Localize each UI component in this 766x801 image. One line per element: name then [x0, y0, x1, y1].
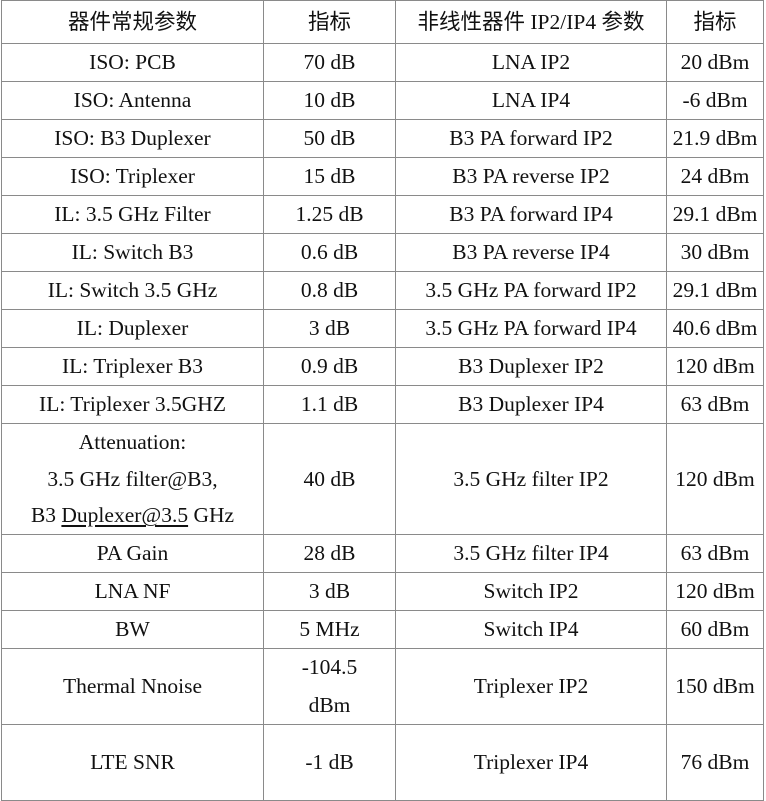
cell-nl-value: 60 dBm — [666, 610, 764, 649]
cell-value: -1 dB — [263, 724, 396, 801]
cell-param: BW — [1, 610, 264, 649]
cell-nl-value: 29.1 dBm — [666, 195, 764, 234]
cell-nl-value: 63 dBm — [666, 385, 764, 424]
cell-value: 10 dB — [263, 81, 396, 120]
table-row: ISO: B3 Duplexer 50 dB B3 PA forward IP2… — [1, 119, 764, 158]
cell-nl-value: 120 dBm — [666, 347, 764, 386]
table-row: BW 5 MHz Switch IP4 60 dBm — [1, 610, 764, 649]
cell-param: LTE SNR — [1, 724, 264, 801]
cell-value: 70 dB — [263, 43, 396, 82]
cell-nl-value: 30 dBm — [666, 233, 764, 272]
cell-param-attenuation: Attenuation: 3.5 GHz filter@B3, B3 Duple… — [1, 423, 264, 535]
cell-param: IL: Triplexer B3 — [1, 347, 264, 386]
cell-value: 0.6 dB — [263, 233, 396, 272]
cell-param: IL: Duplexer — [1, 309, 264, 348]
cell-nl-value: -6 dBm — [666, 81, 764, 120]
table-row: ISO: Triplexer 15 dB B3 PA reverse IP2 2… — [1, 157, 764, 196]
table-header: 器件常规参数 指标 非线性器件 IP2/IP4 参数 指标 — [1, 0, 764, 44]
cell-nl-param: 3.5 GHz PA forward IP4 — [395, 309, 667, 348]
cell-param: IL: Switch B3 — [1, 233, 264, 272]
cell-nl-value: 63 dBm — [666, 534, 764, 573]
table-row: ISO: PCB 70 dB LNA IP2 20 dBm — [1, 43, 764, 82]
thermal-value-line-2: dBm — [308, 692, 351, 717]
cell-param: Thermal Nnoise — [1, 648, 264, 725]
table-row: IL: Switch B3 0.6 dB B3 PA reverse IP4 3… — [1, 233, 764, 272]
table-row-attenuation: Attenuation: 3.5 GHz filter@B3, B3 Duple… — [1, 423, 764, 535]
cell-nl-param: B3 Duplexer IP2 — [395, 347, 667, 386]
table-row: IL: Triplexer 3.5GHZ 1.1 dB B3 Duplexer … — [1, 385, 764, 424]
attenuation-line-2: 3.5 GHz filter@B3, — [47, 466, 218, 491]
cell-param: ISO: Triplexer — [1, 157, 264, 196]
thermal-value-line-1: -104.5 — [301, 655, 358, 679]
cell-nl-value: 24 dBm — [666, 157, 764, 196]
cell-nl-param: B3 Duplexer IP4 — [395, 385, 667, 424]
cell-value: 1.1 dB — [263, 385, 396, 424]
cell-param: IL: Switch 3.5 GHz — [1, 271, 264, 310]
table-row: IL: Duplexer 3 dB 3.5 GHz PA forward IP4… — [1, 309, 764, 348]
table-row: ISO: Antenna 10 dB LNA IP4 -6 dBm — [1, 81, 764, 120]
cell-param: ISO: B3 Duplexer — [1, 119, 264, 158]
cell-param: ISO: PCB — [1, 43, 264, 82]
cell-nl-param: Triplexer IP2 — [395, 648, 667, 725]
cell-nl-param: B3 PA reverse IP2 — [395, 157, 667, 196]
cell-value: 0.8 dB — [263, 271, 396, 310]
cell-value-thermal: -104.5 dBm — [263, 648, 396, 725]
cell-nl-param: Switch IP4 — [395, 610, 667, 649]
header-nonlinear-params: 非线性器件 IP2/IP4 参数 — [395, 0, 667, 44]
cell-nl-param: 3.5 GHz filter IP4 — [395, 534, 667, 573]
cell-nl-param: Switch IP2 — [395, 572, 667, 611]
cell-value: 1.25 dB — [263, 195, 396, 234]
table-row: IL: 3.5 GHz Filter 1.25 dB B3 PA forward… — [1, 195, 764, 234]
cell-param: IL: Triplexer 3.5GHZ — [1, 385, 264, 424]
cell-nl-param: B3 PA forward IP4 — [395, 195, 667, 234]
table-body: ISO: PCB 70 dB LNA IP2 20 dBm ISO: Anten… — [1, 43, 764, 801]
attenuation-line-3: B3 Duplexer@3.5 GHz — [31, 503, 234, 527]
cell-value: 5 MHz — [263, 610, 396, 649]
cell-value: 3 dB — [263, 572, 396, 611]
header-device-params: 器件常规参数 — [1, 0, 264, 44]
cell-nl-value: 120 dBm — [666, 572, 764, 611]
cell-nl-value: 21.9 dBm — [666, 119, 764, 158]
cell-value: 28 dB — [263, 534, 396, 573]
cell-nl-param: B3 PA reverse IP4 — [395, 233, 667, 272]
table-row-thermal: Thermal Nnoise -104.5 dBm Triplexer IP2 … — [1, 648, 764, 725]
header-row: 器件常规参数 指标 非线性器件 IP2/IP4 参数 指标 — [1, 0, 764, 44]
cell-param: ISO: Antenna — [1, 81, 264, 120]
cell-nl-param: Triplexer IP4 — [395, 724, 667, 801]
cell-nl-param: LNA IP4 — [395, 81, 667, 120]
cell-param: IL: 3.5 GHz Filter — [1, 195, 264, 234]
table-row: PA Gain 28 dB 3.5 GHz filter IP4 63 dBm — [1, 534, 764, 573]
attenuation-line-1: Attenuation: — [78, 430, 187, 455]
table-row-last: LTE SNR -1 dB Triplexer IP4 76 dBm — [1, 724, 764, 801]
cell-nl-value: 29.1 dBm — [666, 271, 764, 310]
cell-nl-value: 76 dBm — [666, 724, 764, 801]
cell-value: 40 dB — [263, 423, 396, 535]
cell-nl-param: B3 PA forward IP2 — [395, 119, 667, 158]
cell-value: 50 dB — [263, 119, 396, 158]
header-spec: 指标 — [263, 0, 396, 44]
attenuation-line-3-prefix: B3 — [30, 503, 62, 528]
cell-nl-value: 120 dBm — [666, 423, 764, 535]
cell-nl-param: 3.5 GHz filter IP2 — [395, 423, 667, 535]
cell-nl-param: LNA IP2 — [395, 43, 667, 82]
cell-nl-value: 20 dBm — [666, 43, 764, 82]
table-row: IL: Switch 3.5 GHz 0.8 dB 3.5 GHz PA for… — [1, 271, 764, 310]
cell-value: 0.9 dB — [263, 347, 396, 386]
cell-nl-value: 40.6 dBm — [666, 309, 764, 348]
header-spec-2: 指标 — [666, 0, 764, 44]
cell-value: 3 dB — [263, 309, 396, 348]
cell-value: 15 dB — [263, 157, 396, 196]
attenuation-line-3-underlined: Duplexer@3.5 — [61, 503, 189, 528]
cell-nl-param: 3.5 GHz PA forward IP2 — [395, 271, 667, 310]
cell-param: PA Gain — [1, 534, 264, 573]
attenuation-line-3-suffix: GHz — [188, 503, 235, 528]
cell-nl-value: 150 dBm — [666, 648, 764, 725]
table-row: LNA NF 3 dB Switch IP2 120 dBm — [1, 572, 764, 611]
table-row: IL: Triplexer B3 0.9 dB B3 Duplexer IP2 … — [1, 347, 764, 386]
cell-param: LNA NF — [1, 572, 264, 611]
